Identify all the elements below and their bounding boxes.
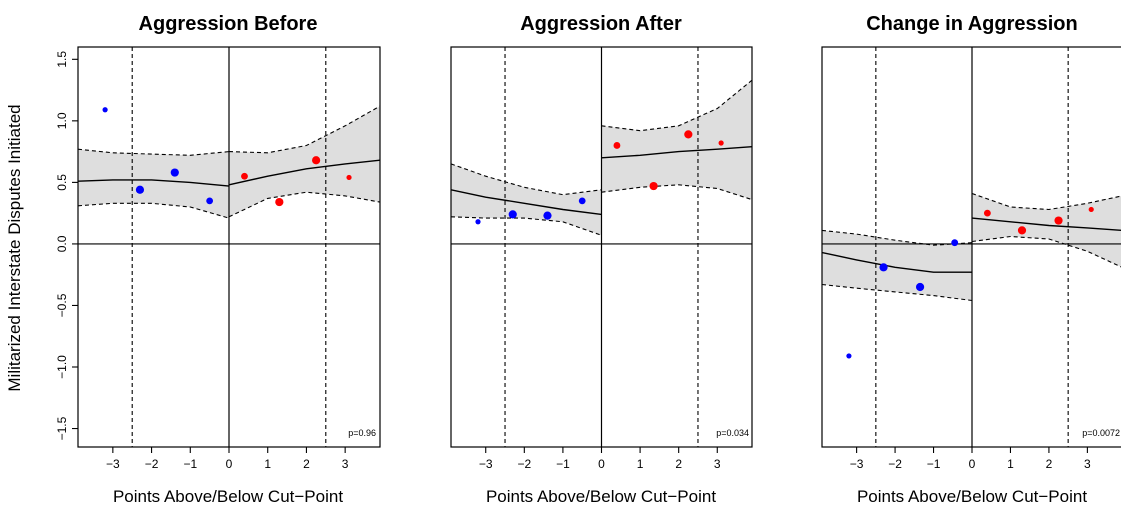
data-point	[135, 185, 145, 194]
x-tick-label: −1	[927, 457, 941, 471]
x-tick-label: 2	[303, 457, 310, 471]
data-point	[846, 353, 852, 359]
data-point	[475, 219, 481, 225]
p-value-annotation: p=0.96	[348, 428, 376, 438]
fit-line-right	[228, 159, 380, 186]
fit-line-right	[971, 217, 1121, 232]
x-tick-label: 0	[969, 457, 976, 471]
x-tick-label: −1	[183, 457, 197, 471]
x-tick-label: 1	[1007, 457, 1014, 471]
ci-lower-right	[228, 191, 380, 218]
fit-line-left	[822, 251, 972, 273]
ci-lower-left	[822, 283, 973, 302]
ci-upper-right	[228, 105, 380, 154]
fit-line-left	[451, 189, 602, 216]
data-point	[983, 209, 991, 217]
panel-aggression-after: Aggression After Points Above/Below Cut−…	[450, 13, 753, 506]
x-tick-label: −1	[556, 457, 570, 471]
p-value-annotation: p=0.034	[716, 428, 749, 438]
x-tick-label: 3	[342, 457, 349, 471]
x-tick-label: 2	[1046, 457, 1053, 471]
panel-aggression-before: Aggression Before Points Above/Below Cut…	[55, 13, 381, 506]
y-tick-label: 1.5	[55, 51, 69, 68]
confidence-band-left	[78, 149, 229, 219]
x-tick-label: 2	[675, 457, 682, 471]
ci-lower-right	[971, 235, 1121, 268]
x-axis-label: Points Above/Below Cut−Point	[486, 487, 716, 506]
plot-area	[822, 47, 1121, 447]
ci-lower-left	[78, 202, 230, 219]
data-point	[684, 130, 693, 139]
x-tick-label: −3	[106, 457, 120, 471]
data-point	[1054, 216, 1063, 225]
p-value-annotation: p=0.0072	[1082, 428, 1120, 438]
x-tick-label: −3	[479, 457, 493, 471]
ci-lower-left	[451, 216, 602, 236]
data-point	[578, 197, 586, 205]
x-tick-label: 0	[598, 457, 605, 471]
ci-upper-left	[451, 163, 602, 196]
data-point	[613, 142, 621, 149]
x-tick-label: −2	[888, 457, 902, 471]
x-axis-label: Points Above/Below Cut−Point	[113, 487, 343, 506]
panel-title: Aggression Before	[139, 13, 318, 35]
y-tick-label: −1.0	[55, 355, 69, 379]
data-point	[951, 239, 959, 247]
ci-upper-right	[601, 79, 752, 132]
fit-line-right	[601, 146, 752, 159]
x-tick-label: 1	[264, 457, 271, 471]
data-point	[275, 197, 284, 207]
x-tick-label: 1	[637, 457, 644, 471]
panel-title: Aggression After	[520, 13, 682, 35]
ci-lower-right	[601, 184, 752, 201]
y-tick-label: −1.5	[55, 416, 69, 440]
x-tick-label: 3	[714, 457, 721, 471]
data-point	[543, 211, 552, 220]
x-tick-label: 0	[226, 457, 233, 471]
ci-upper-left	[822, 229, 973, 246]
fit-line-left	[78, 179, 230, 187]
plot-area	[78, 47, 380, 447]
data-point	[1017, 226, 1027, 235]
confidence-band-right	[601, 80, 752, 200]
confidence-band-left	[451, 163, 602, 236]
data-point	[346, 174, 352, 181]
panel-change-in-aggression: Change in Aggression Points Above/Below …	[821, 13, 1121, 506]
data-point	[915, 282, 925, 292]
ci-upper-left	[78, 148, 230, 156]
x-axis-label: Points Above/Below Cut−Point	[857, 487, 1087, 506]
x-tick-label: 3	[1084, 457, 1091, 471]
y-tick-label: −0.5	[55, 293, 69, 317]
data-point	[508, 210, 517, 219]
data-point	[1088, 206, 1094, 213]
y-tick-label: 1.0	[55, 112, 69, 129]
data-point	[241, 172, 248, 180]
confidence-band-right	[972, 193, 1121, 267]
data-point	[102, 107, 108, 113]
ci-upper-right	[971, 192, 1121, 211]
x-tick-label: −2	[145, 457, 159, 471]
y-tick-label: 0.0	[55, 235, 69, 252]
data-point	[312, 156, 321, 165]
data-point	[718, 140, 724, 146]
data-point	[170, 168, 179, 177]
figure-y-axis-label: Militarized Interstate Disputes Initiate…	[5, 104, 24, 391]
confidence-band-right	[229, 106, 380, 217]
panel-title: Change in Aggression	[866, 13, 1078, 35]
x-tick-label: −3	[850, 457, 864, 471]
data-point	[649, 181, 658, 191]
confidence-band-left	[822, 230, 972, 301]
plot-area	[451, 47, 752, 447]
data-point	[206, 197, 214, 205]
data-point	[879, 263, 888, 272]
x-tick-label: −2	[517, 457, 531, 471]
y-tick-label: 0.5	[55, 174, 69, 191]
